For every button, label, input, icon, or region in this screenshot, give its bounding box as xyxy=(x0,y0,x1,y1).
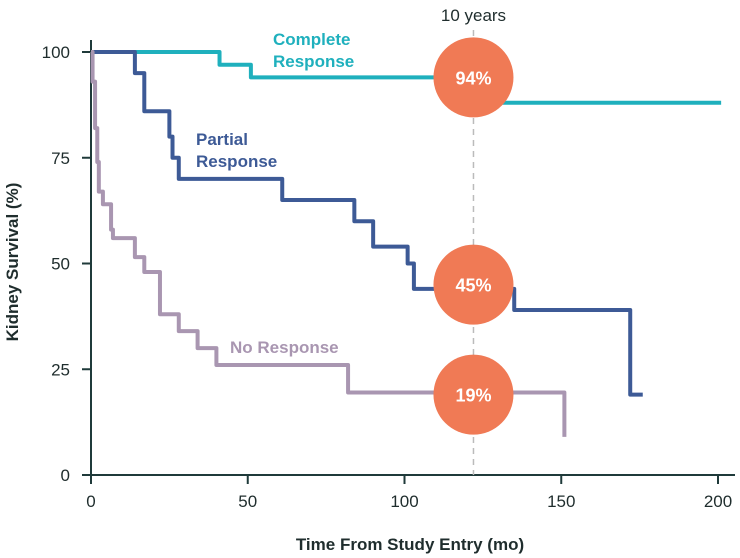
series-group xyxy=(90,50,722,437)
survival-badge-label: 94% xyxy=(455,68,491,88)
series-label-partial-response: Partial Response xyxy=(196,130,277,171)
survival-badge-label: 19% xyxy=(455,386,491,406)
x-tick-label: 50 xyxy=(238,492,257,511)
x-tick-label: 200 xyxy=(704,492,732,511)
series-label-complete-response: Complete Response xyxy=(273,30,354,71)
x-tick-label: 100 xyxy=(390,492,418,511)
y-tick-label: 0 xyxy=(61,466,70,485)
x-axis-title: Time From Study Entry (mo) xyxy=(296,535,524,554)
series-labels: Complete Response Partial Response No Resp… xyxy=(196,30,354,357)
y-tick-label: 100 xyxy=(42,43,70,62)
ten-year-label: 10 years xyxy=(441,6,506,25)
y-tick-label: 50 xyxy=(51,255,70,274)
series-line-complete-response xyxy=(91,50,722,105)
x-tick-label: 150 xyxy=(547,492,575,511)
series-line-no-response xyxy=(90,50,567,437)
survival-badge xyxy=(433,37,514,118)
axes xyxy=(90,40,735,476)
survival-badge-label: 45% xyxy=(455,276,491,296)
survival-badge xyxy=(433,244,514,325)
y-tick-label: 25 xyxy=(51,360,70,379)
badges: 94% 45% 19% xyxy=(433,37,514,435)
x-tick-label: 0 xyxy=(86,492,95,511)
series-label-no-response: No Response xyxy=(230,338,339,357)
ticks: 0 25 50 75 100 0 50 100 150 200 xyxy=(42,43,733,511)
survival-badge xyxy=(433,354,514,435)
y-axis-title: Kidney Survival (%) xyxy=(3,183,22,342)
y-tick-label: 75 xyxy=(51,149,70,168)
